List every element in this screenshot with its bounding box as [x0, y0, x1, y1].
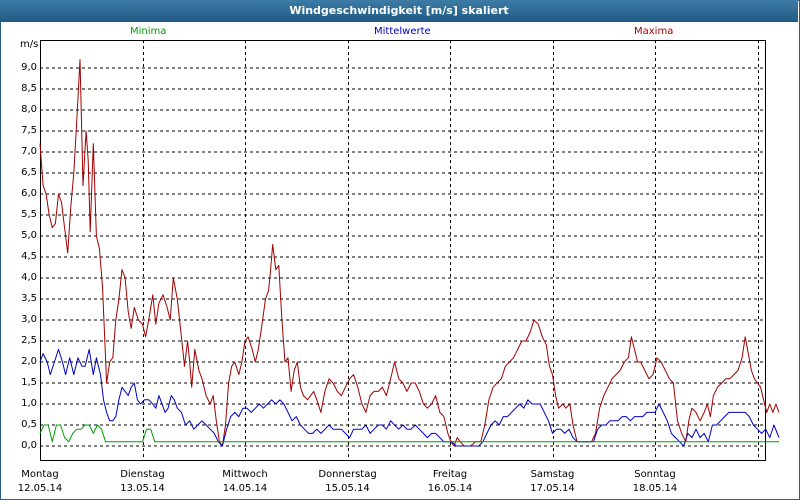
x-day-date: 13.05.14 — [120, 483, 165, 494]
y-tick-label: 8,0 — [21, 104, 37, 115]
x-day-date: 12.05.14 — [17, 483, 63, 494]
legend-maxima: Maxima — [634, 26, 674, 37]
y-tick-label: 1,5 — [21, 377, 37, 388]
x-day-date: 17.05.14 — [530, 483, 575, 494]
series-line-minima — [39, 424, 779, 443]
x-day-label: Sonntag 18.05.14 — [615, 468, 695, 496]
x-day-date: 14.05.14 — [222, 483, 268, 494]
x-day-label: Donnerstag 15.05.14 — [308, 468, 388, 496]
legend-minima: Minima — [130, 26, 167, 37]
y-tick-label: 5,5 — [21, 209, 37, 220]
x-day-name: Freitag — [432, 469, 468, 480]
plot-background — [40, 40, 766, 461]
x-day-name: Montag — [21, 469, 59, 480]
y-axis-unit: m/s — [20, 39, 39, 50]
x-day-label: Mittwoch 14.05.14 — [205, 468, 285, 496]
x-day-date: 18.05.14 — [632, 483, 678, 494]
y-tick-label: 1,0 — [21, 398, 37, 409]
x-day-label: Freitag 16.05.14 — [410, 468, 490, 496]
y-tick-label: 2,5 — [21, 335, 37, 346]
y-tick-label: 4,0 — [21, 272, 37, 283]
x-day-name: Sonntag — [634, 469, 676, 480]
x-day-label: Samstag 17.05.14 — [513, 468, 593, 496]
y-tick-label: 5,0 — [21, 230, 37, 241]
plot-border — [40, 40, 766, 461]
y-tick-label: 8,5 — [21, 83, 37, 94]
y-tick-label: 0,0 — [21, 440, 37, 451]
x-day-name: Mittwoch — [222, 469, 268, 480]
chart-title: Windgeschwindigkeit [m/s] skaliert — [0, 0, 798, 22]
y-tick-label: 7,5 — [21, 125, 37, 136]
legend-mittelwerte: Mittelwerte — [374, 26, 431, 37]
y-tick-label: 7,0 — [21, 146, 37, 157]
x-day-name: Donnerstag — [318, 469, 377, 480]
x-day-date: 15.05.14 — [325, 483, 370, 494]
y-tick-label: 9,0 — [21, 62, 37, 73]
y-tick-label: 4,5 — [21, 251, 37, 262]
x-day-name: Dienstag — [120, 469, 165, 480]
y-tick-label: 6,5 — [21, 167, 37, 178]
x-day-label: Montag 12.05.14 — [0, 468, 80, 496]
x-day-label: Dienstag 13.05.14 — [103, 468, 183, 496]
series-line-mittelwerte — [39, 348, 780, 447]
y-tick-label: 0,5 — [21, 419, 37, 430]
y-tick-label: 6,0 — [21, 188, 37, 199]
y-tick-label: 3,0 — [21, 314, 37, 325]
series-line-maxima — [39, 59, 780, 447]
y-tick-label: 2,0 — [21, 356, 37, 367]
x-day-date: 16.05.14 — [427, 483, 473, 494]
x-day-name: Samstag — [530, 469, 575, 480]
y-tick-label: 3,5 — [21, 293, 37, 304]
